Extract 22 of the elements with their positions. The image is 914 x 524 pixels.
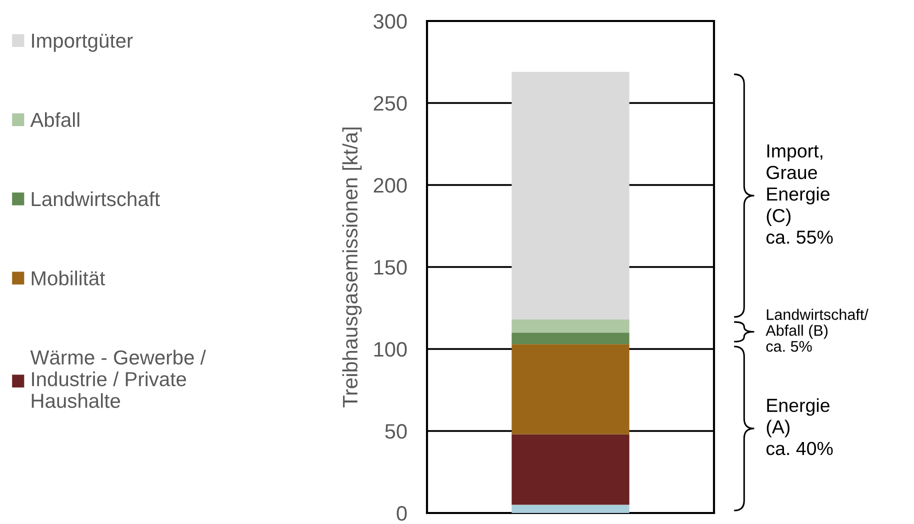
y-tick-label: 100: [374, 342, 407, 357]
bar: [512, 434, 630, 505]
legend-label: Importgüter: [32, 34, 133, 52]
y-tick-label: 50: [385, 424, 407, 439]
legend-label: Landwirtschaft: [32, 191, 160, 206]
legend-label: Wärme - Gewerbe / Industrie / Private Haushalte: [30, 350, 206, 408]
y-tick-label: 0: [396, 506, 407, 521]
y-tick-label: 300: [374, 14, 407, 29]
y-tick-label: 150: [374, 260, 407, 275]
bar: [512, 319, 630, 333]
y-axis-title: Treibhausgasemissionen [kt/a]: [342, 128, 362, 408]
legend-label: Abfall: [30, 112, 80, 128]
bar: [512, 504, 630, 513]
bar: [512, 72, 630, 320]
y-tick-label: 200: [374, 178, 407, 193]
text: Energie (A) ca. 40%: [766, 398, 833, 456]
bar: [512, 344, 630, 434]
legend-label: Mobilität: [32, 270, 106, 286]
bar: [512, 332, 630, 344]
text: Landwirtschaft/ Abfall (B) ca. 5%: [766, 308, 868, 352]
text: Import, Graue Energie (C) ca. 55%: [766, 144, 833, 244]
y-tick-label: 250: [374, 96, 407, 111]
